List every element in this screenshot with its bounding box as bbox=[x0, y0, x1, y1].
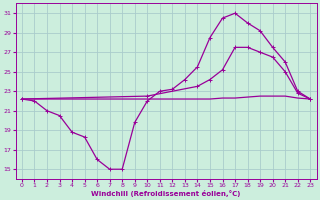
X-axis label: Windchill (Refroidissement éolien,°C): Windchill (Refroidissement éolien,°C) bbox=[92, 190, 241, 197]
